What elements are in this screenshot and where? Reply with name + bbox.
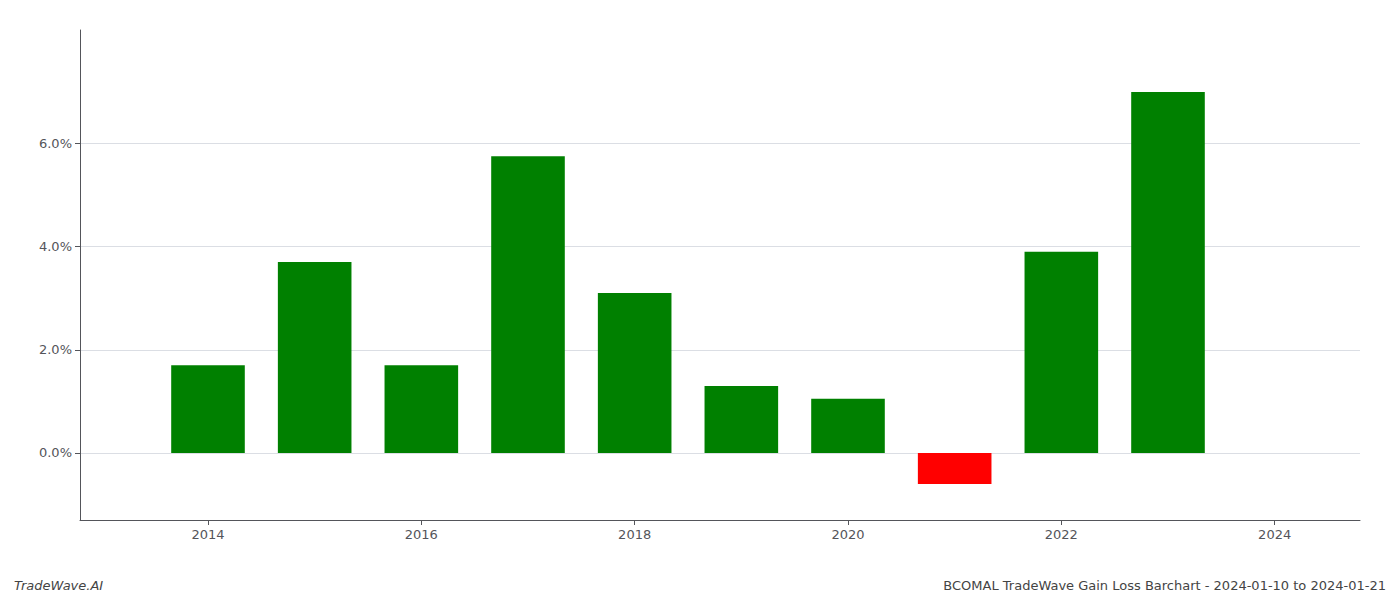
svg-text:2022: 2022: [1045, 527, 1078, 542]
svg-text:4.0%: 4.0%: [39, 239, 72, 254]
svg-text:2018: 2018: [618, 527, 651, 542]
svg-text:2014: 2014: [191, 527, 224, 542]
svg-text:0.0%: 0.0%: [39, 445, 72, 460]
svg-text:6.0%: 6.0%: [39, 136, 72, 151]
svg-text:2024: 2024: [1258, 527, 1291, 542]
svg-text:BCOMAL TradeWave Gain Loss Bar: BCOMAL TradeWave Gain Loss Barchart - 20…: [943, 578, 1386, 593]
svg-text:2.0%: 2.0%: [39, 342, 72, 357]
svg-text:2016: 2016: [405, 527, 438, 542]
svg-text:TradeWave.AI: TradeWave.AI: [14, 578, 103, 593]
svg-text:2020: 2020: [831, 527, 864, 542]
